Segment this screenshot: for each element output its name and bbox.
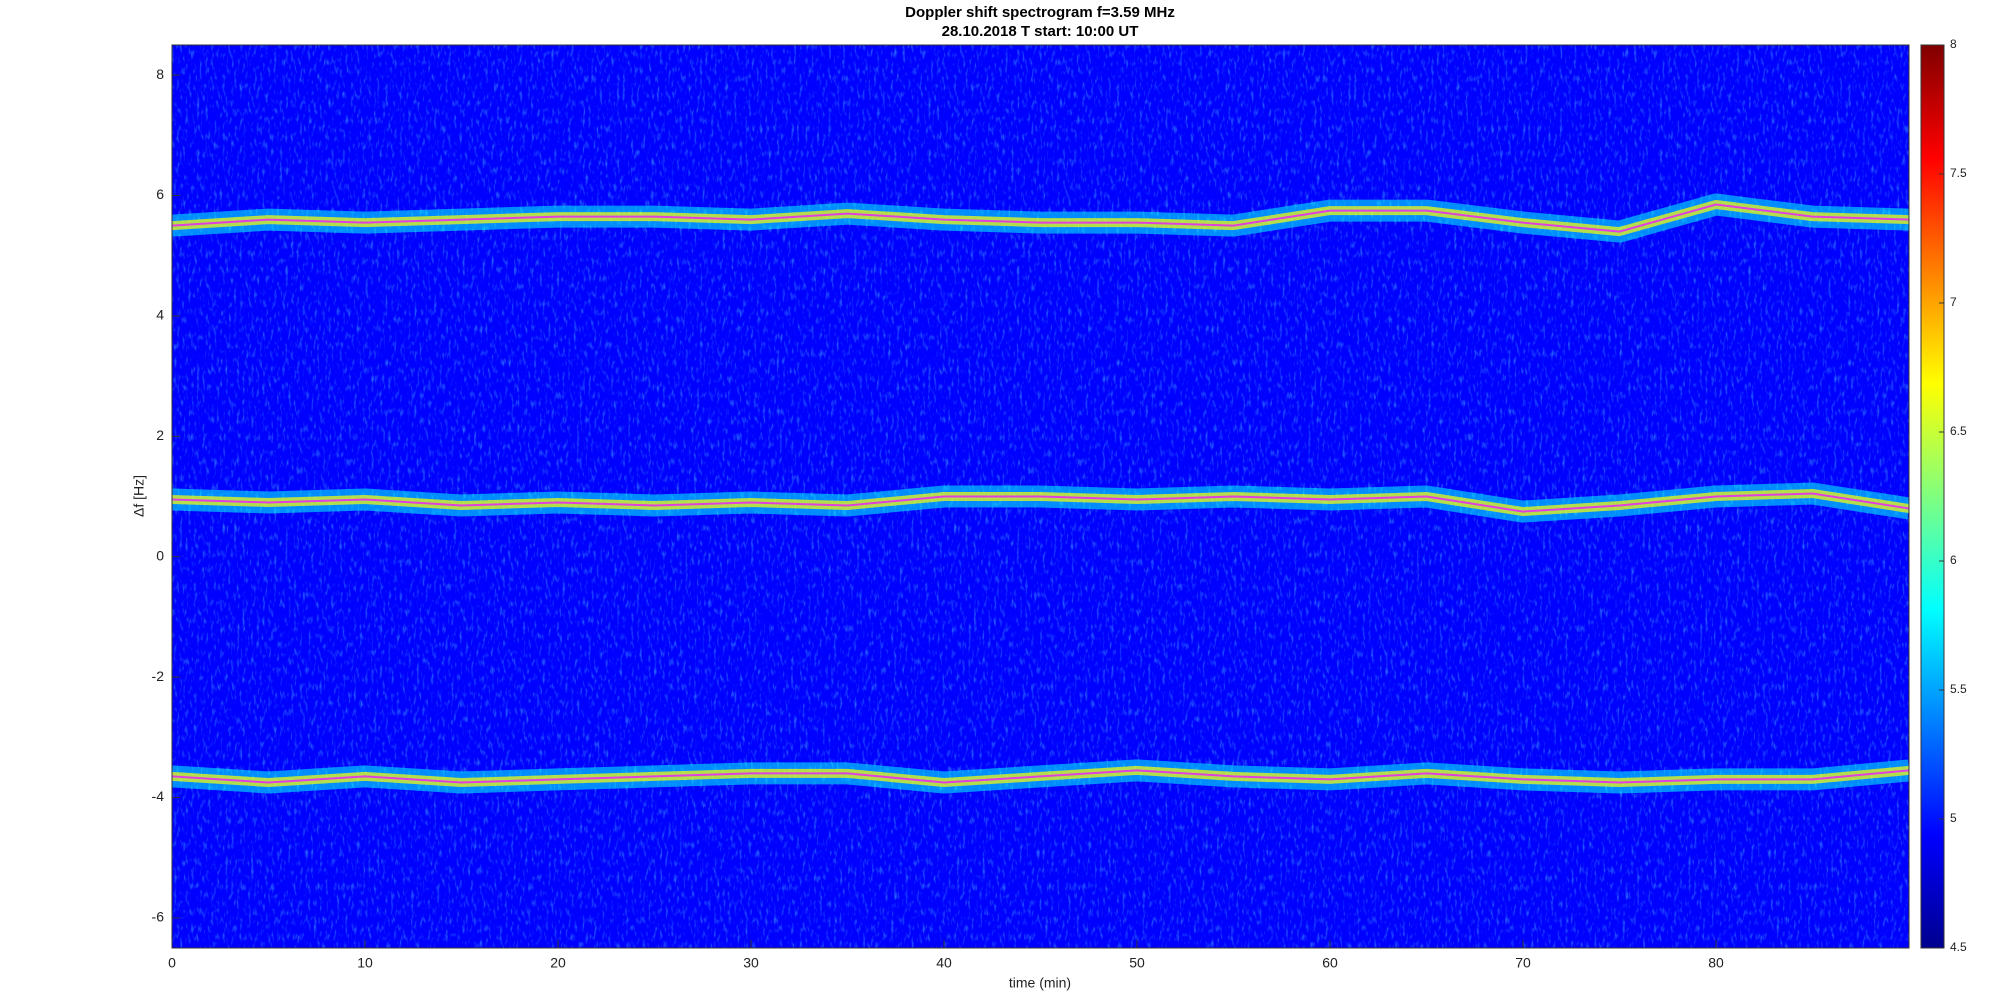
y-tick-label: 0 bbox=[156, 547, 164, 563]
x-tick-label: 20 bbox=[550, 955, 566, 971]
y-tick-label: -2 bbox=[152, 668, 165, 684]
colorbar-tick-label: 8 bbox=[1950, 37, 1957, 51]
colorbar-tick-label: 4.5 bbox=[1950, 940, 1967, 954]
trace-line bbox=[172, 769, 1909, 784]
colorbar-tick-label: 7 bbox=[1950, 295, 1957, 309]
y-tick-label: 2 bbox=[156, 427, 164, 443]
colorbar-tick-label: 7.5 bbox=[1950, 166, 1967, 180]
x-tick-label: 10 bbox=[357, 955, 373, 971]
x-axis-label: time (min) bbox=[1009, 975, 1071, 991]
y-tick-label: -4 bbox=[152, 788, 165, 804]
x-tick-label: 0 bbox=[168, 955, 176, 971]
x-tick-label: 30 bbox=[743, 955, 759, 971]
chart-title: Doppler shift spectrogram f=3.59 MHz bbox=[905, 4, 1175, 21]
y-axis-label: Δf [Hz] bbox=[131, 475, 147, 517]
y-tick-label: 6 bbox=[156, 186, 164, 202]
x-tick-label: 60 bbox=[1322, 955, 1338, 971]
plot-area bbox=[172, 45, 1909, 948]
y-tick-label: -6 bbox=[152, 909, 165, 925]
trace-line bbox=[172, 492, 1909, 513]
y-tick-label: 8 bbox=[156, 66, 164, 82]
colorbar bbox=[1920, 44, 1945, 949]
x-tick-label: 70 bbox=[1515, 955, 1531, 971]
colorbar-tick-label: 5 bbox=[1950, 811, 1957, 825]
colorbar-tick-label: 5.5 bbox=[1950, 682, 1967, 696]
x-tick-label: 40 bbox=[936, 955, 952, 971]
x-tick-label: 50 bbox=[1129, 955, 1145, 971]
plot-frame bbox=[171, 44, 1910, 949]
y-tick-label: 4 bbox=[156, 307, 164, 323]
trace-line bbox=[172, 203, 1909, 233]
colorbar-tick-label: 6 bbox=[1950, 553, 1957, 567]
x-tick-label: 80 bbox=[1708, 955, 1724, 971]
colorbar-tick-label: 6.5 bbox=[1950, 424, 1967, 438]
chart-subtitle: 28.10.2018 T start: 10:00 UT bbox=[942, 23, 1139, 40]
